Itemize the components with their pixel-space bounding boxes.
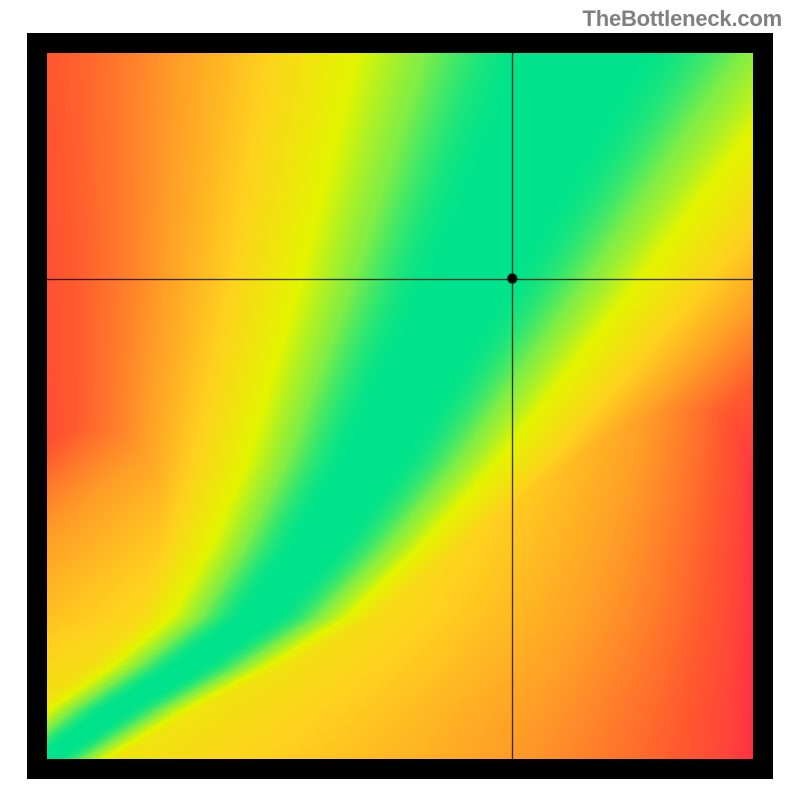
- watermark-text: TheBottleneck.com: [582, 6, 782, 32]
- plot-area: [47, 53, 753, 759]
- heatmap-canvas: [47, 53, 753, 759]
- plot-border: [27, 33, 773, 779]
- figure-root: TheBottleneck.com: [0, 0, 800, 800]
